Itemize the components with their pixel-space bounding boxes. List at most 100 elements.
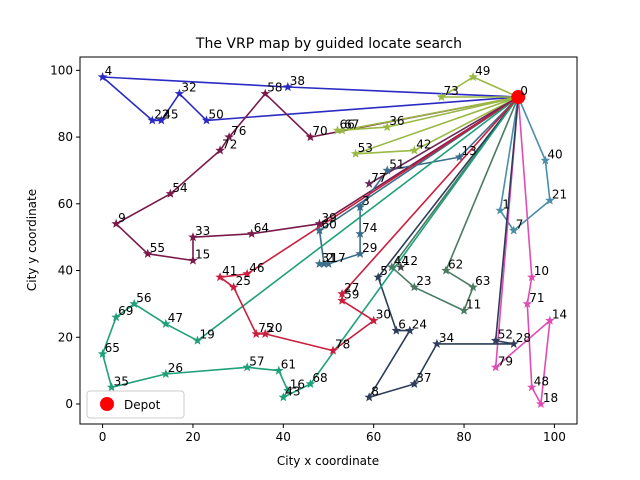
city-marker-30 xyxy=(368,315,379,325)
city-marker-5 xyxy=(373,272,383,282)
city-label-7: 7 xyxy=(516,218,524,232)
city-label-46: 46 xyxy=(249,261,264,275)
city-marker-53 xyxy=(350,148,361,158)
city-label-3: 3 xyxy=(362,194,370,208)
city-marker-46 xyxy=(242,268,252,278)
city-marker-41 xyxy=(215,272,225,282)
cities-layer xyxy=(97,72,555,408)
city-marker-13 xyxy=(454,152,465,162)
city-label-77: 77 xyxy=(371,171,386,185)
city-label-57: 57 xyxy=(249,354,264,368)
city-marker-72 xyxy=(215,145,225,155)
city-label-28: 28 xyxy=(516,331,531,345)
route-line-3 xyxy=(440,76,519,98)
city-marker-70 xyxy=(305,132,316,142)
y-tick-label-40: 40 xyxy=(58,264,73,278)
city-label-60: 60 xyxy=(322,218,337,232)
city-marker-56 xyxy=(129,298,139,308)
city-marker-39 xyxy=(314,218,325,228)
city-marker-57 xyxy=(242,362,252,372)
city-label-51: 51 xyxy=(389,157,404,171)
city-label-10: 10 xyxy=(534,264,549,278)
city-label-33: 33 xyxy=(195,224,210,238)
x-tick-label-20: 20 xyxy=(185,430,200,444)
city-label-71: 71 xyxy=(529,291,544,305)
city-marker-75 xyxy=(251,328,261,338)
city-marker-69 xyxy=(111,312,121,322)
city-label-50: 50 xyxy=(209,107,224,121)
route-line-5 xyxy=(354,96,519,155)
city-label-47: 47 xyxy=(168,311,183,325)
city-label-58: 58 xyxy=(267,81,282,95)
city-label-2: 2 xyxy=(326,251,334,265)
city-label-1: 1 xyxy=(502,198,510,212)
plot-frame xyxy=(79,56,578,425)
city-marker-11 xyxy=(459,305,469,315)
y-tick-label-80: 80 xyxy=(58,130,73,144)
city-marker-6 xyxy=(391,325,401,335)
city-marker-37 xyxy=(409,379,420,388)
city-label-6: 6 xyxy=(398,318,406,332)
y-axis-ticks: 0 20 40 60 80 100 xyxy=(50,63,80,411)
route-line-1 xyxy=(101,76,519,122)
city-marker-58 xyxy=(260,88,270,98)
city-label-21: 21 xyxy=(552,188,567,202)
city-marker-45 xyxy=(156,115,167,125)
chart-title: The VRP map by guided locate search xyxy=(195,36,462,52)
city-marker-25 xyxy=(228,282,239,292)
city-label-38: 38 xyxy=(290,74,305,88)
x-tick-label-60: 60 xyxy=(366,430,381,444)
city-marker-22 xyxy=(147,115,157,125)
city-marker-4 xyxy=(97,72,108,82)
city-label-16: 16 xyxy=(290,378,305,392)
city-marker-71 xyxy=(522,298,533,308)
city-label-79: 79 xyxy=(498,354,513,368)
y-axis-label: City y coordinate xyxy=(25,189,39,291)
city-marker-29 xyxy=(355,248,365,258)
city-marker-10 xyxy=(527,272,537,282)
city-marker-20 xyxy=(260,328,270,338)
city-marker-74 xyxy=(355,228,365,238)
city-label-15: 15 xyxy=(195,248,210,262)
city-marker-33 xyxy=(188,232,198,242)
city-marker-35 xyxy=(106,382,117,392)
city-marker-68 xyxy=(305,379,316,388)
legend-depot-label: Depot xyxy=(124,398,161,412)
city-label-66: 66 xyxy=(340,117,355,131)
city-marker-62 xyxy=(441,265,451,275)
city-label-42: 42 xyxy=(416,137,431,151)
legend-depot-marker xyxy=(100,397,114,411)
city-label-76: 76 xyxy=(231,124,246,138)
city-label-9: 9 xyxy=(118,211,126,225)
city-label-41: 41 xyxy=(222,264,237,278)
city-label-43: 43 xyxy=(285,384,300,398)
city-label-34: 34 xyxy=(439,331,454,345)
y-tick-label-60: 60 xyxy=(58,197,73,211)
city-label-68: 68 xyxy=(312,371,327,385)
city-label-45: 45 xyxy=(163,107,178,121)
city-marker-61 xyxy=(274,365,284,375)
x-tick-label-100: 100 xyxy=(543,430,566,444)
x-axis-label: City x coordinate xyxy=(277,454,379,468)
city-marker-42 xyxy=(409,145,420,155)
city-marker-67 xyxy=(337,125,347,135)
route-line-9 xyxy=(368,96,520,399)
x-axis-ticks: 0 20 40 60 80 100 xyxy=(99,424,566,444)
city-marker-38 xyxy=(283,82,293,92)
city-label-37: 37 xyxy=(416,371,431,385)
city-label-25: 25 xyxy=(236,274,251,288)
route-line-7 xyxy=(494,96,551,405)
city-label-75: 75 xyxy=(258,321,273,335)
city-marker-54 xyxy=(165,188,176,198)
depot-label: 0 xyxy=(520,84,528,98)
city-marker-24 xyxy=(405,325,415,335)
city-label-32: 32 xyxy=(181,81,196,95)
city-marker-23 xyxy=(409,282,420,292)
city-marker-26 xyxy=(161,369,171,378)
city-marker-60 xyxy=(314,225,325,235)
city-label-54: 54 xyxy=(172,181,187,195)
city-marker-49 xyxy=(468,72,478,82)
x-tick-label-0: 0 xyxy=(99,430,107,444)
